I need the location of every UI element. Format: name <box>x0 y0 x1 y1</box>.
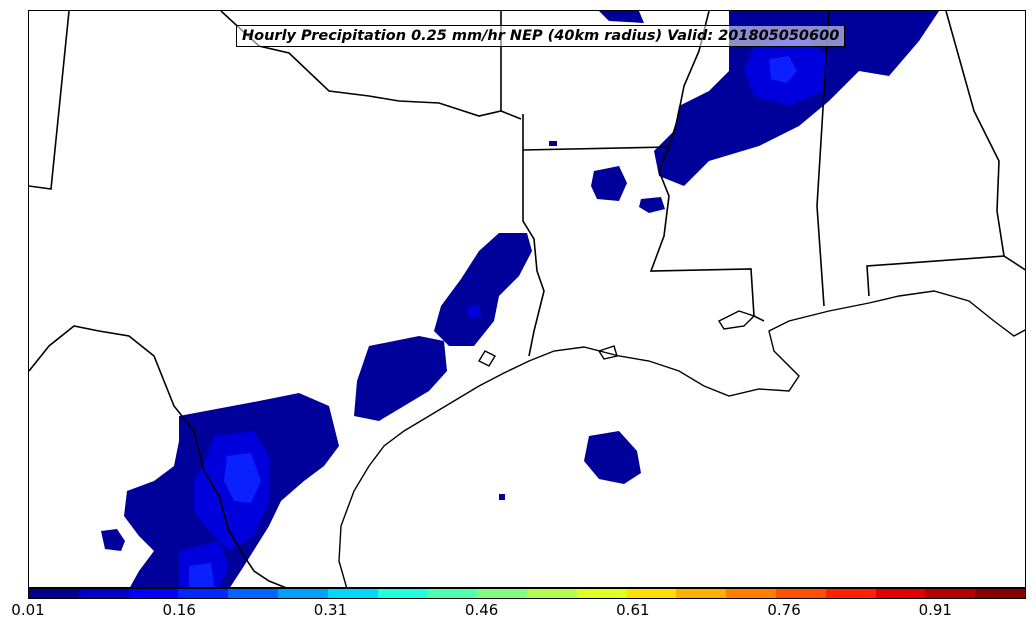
colorbar-segment <box>277 589 328 598</box>
boundary-west-panhandle <box>29 11 70 190</box>
coastline-texas <box>338 290 1025 587</box>
precip-area-gulf-dot <box>499 494 505 500</box>
coastline-bay-2 <box>717 310 756 330</box>
colorbar-segment <box>975 589 1025 598</box>
boundary-oklahoma-texas <box>220 11 522 120</box>
precip-area-south-texas-core <box>224 453 261 503</box>
colorbar-segment <box>726 589 776 598</box>
colorbar <box>28 588 1026 599</box>
colorbar-segment <box>327 589 378 598</box>
precip-area-east-texas <box>434 233 532 346</box>
colorbar-segment <box>78 589 129 598</box>
precip-area-west-blob <box>101 529 125 551</box>
coastline-bay-3 <box>597 345 618 360</box>
colorbar-segment <box>775 589 826 598</box>
colorbar-segment <box>676 589 727 598</box>
precip-area-east-texas-core <box>467 305 481 319</box>
precipitation-map <box>29 11 1025 587</box>
colorbar-segment <box>178 589 229 598</box>
colorbar-segment <box>825 589 876 598</box>
colorbar-segment <box>925 589 976 598</box>
map-title: Hourly Precipitation 0.25 mm/hr NEP (40k… <box>236 25 846 47</box>
colorbar-segment <box>875 589 926 598</box>
colorbar-segment <box>29 589 79 598</box>
precipitation-areas <box>101 11 939 587</box>
colorbar-segment <box>228 589 278 598</box>
boundary-florida <box>1003 255 1025 271</box>
colorbar-tick-label: 0.91 <box>918 601 952 619</box>
colorbar-segment <box>427 589 478 598</box>
colorbar-tick-labels: 0.01 0.16 0.31 0.46 0.61 0.76 0.91 <box>0 601 1036 625</box>
map-panel: Hourly Precipitation 0.25 mm/hr NEP (40k… <box>28 10 1026 588</box>
colorbar-segment <box>526 589 577 598</box>
precip-area-gulf <box>584 431 641 484</box>
precip-area-south-tip-core <box>189 563 215 587</box>
coastline-bay-1 <box>478 350 496 367</box>
colorbar-tick-label: 0.76 <box>767 601 801 619</box>
precip-area-north <box>599 11 644 23</box>
gulf-coastline <box>338 290 1025 587</box>
precip-area-arkansas-dot <box>591 166 627 201</box>
colorbar-tick-label: 0.46 <box>464 601 499 619</box>
colorbar-tick-label: 0.16 <box>162 601 196 619</box>
colorbar-tick-label: 0.31 <box>313 601 348 619</box>
colorbar-tick-label: 0.61 <box>616 601 650 619</box>
precip-area-dot-2 <box>639 197 665 213</box>
colorbar-segment <box>128 589 179 598</box>
colorbar-segment <box>576 589 627 598</box>
boundary-texas-louisiana <box>522 114 545 357</box>
precip-area-dot-3 <box>549 141 557 146</box>
colorbar-segment <box>626 589 677 598</box>
colorbar-segment <box>477 589 527 598</box>
colorbar-segment <box>377 589 428 598</box>
boundary-mexico <box>29 325 287 587</box>
precip-area-central-texas <box>354 336 447 421</box>
boundary-mississippi-alabama <box>816 11 830 307</box>
precip-area-northeast-core <box>769 56 797 83</box>
boundary-alabama-georgia <box>866 11 1005 297</box>
boundary-arkansas-louisiana <box>522 146 670 151</box>
boundary-mississippi-river <box>649 11 765 322</box>
colorbar-tick-label: 0.01 <box>11 601 45 619</box>
